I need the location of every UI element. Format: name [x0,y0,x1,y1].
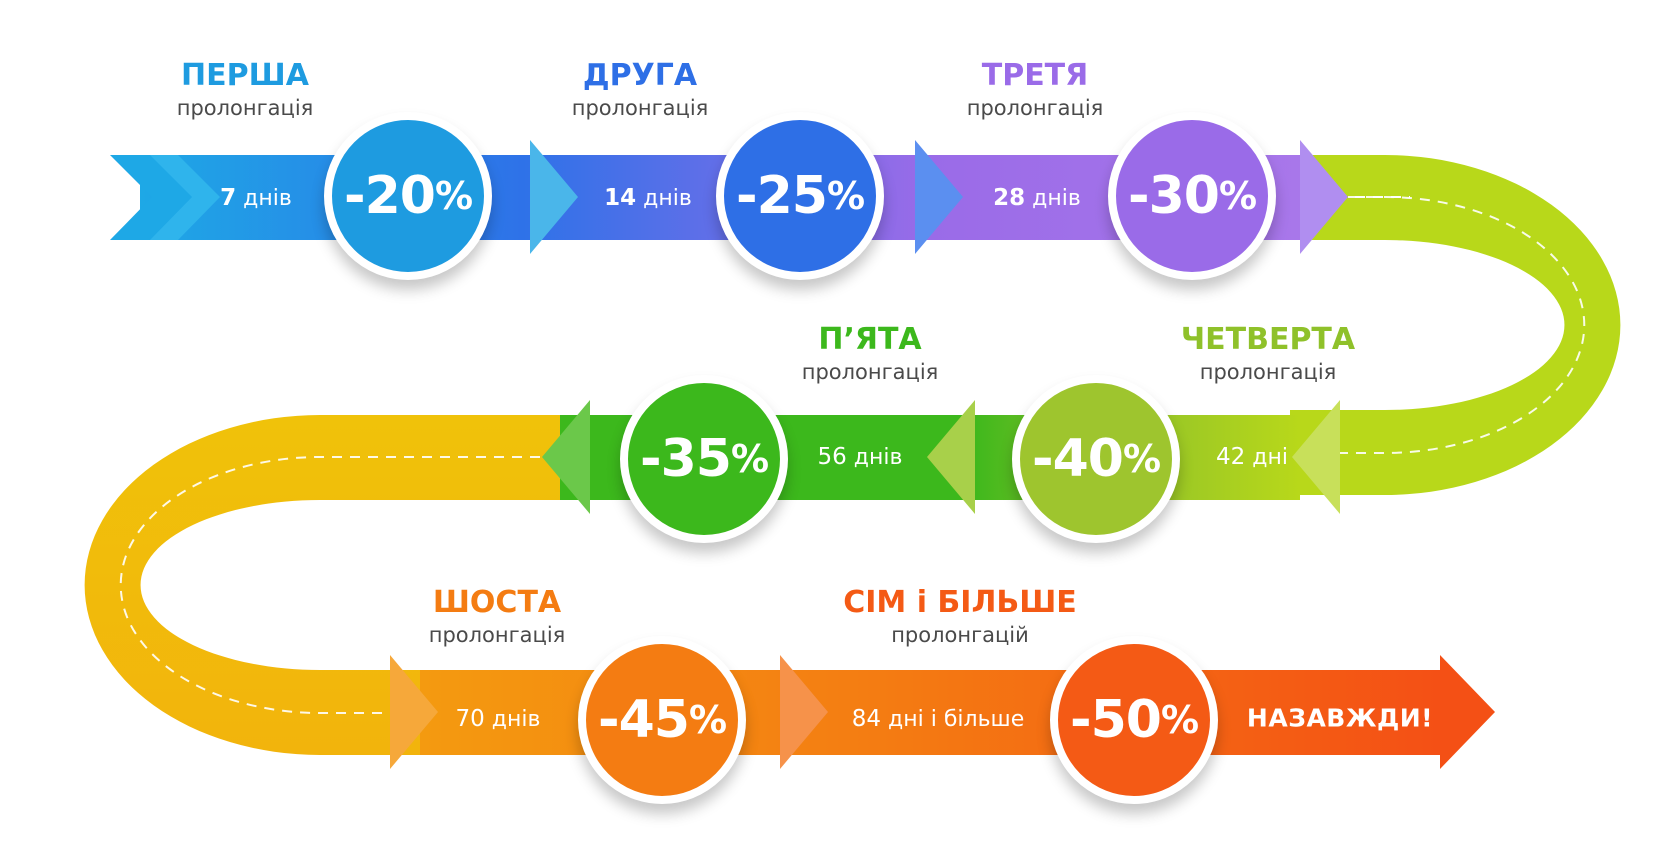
step-5-days: 56 днів [818,444,903,470]
step-title: ТРЕТЯ [981,58,1089,93]
discount-number: -50 [1069,690,1162,750]
step-7-days: 84 дні і більше [852,706,1024,732]
days-number: 7 [220,185,237,211]
percent-sign: % [1218,174,1257,218]
step-1-days: 7 днів [220,185,292,211]
percent-sign: % [1160,698,1199,742]
percent-sign: % [688,698,727,742]
days-unit: днів [243,186,292,211]
step-6-label: ШОСТА пролонгація [429,585,566,649]
percent-sign: % [1122,437,1161,481]
days-unit: днів [1032,186,1081,211]
step-5-label: П’ЯТА пролонгація [802,322,939,386]
step-title: СІМ і БІЛЬШЕ [843,585,1077,620]
step-4-days: 42 дні [1216,444,1288,470]
step-title: П’ЯТА [818,322,922,357]
step-3-discount-circle: -30% [1108,112,1276,280]
step-title: ЧЕТВЕРТА [1180,322,1356,357]
step-subtitle: пролонгація [966,96,1104,120]
step-title: ПЕРША [181,58,309,93]
days-number: 28 [993,185,1026,211]
step-4-discount-circle: -40% [1012,375,1180,543]
step-1-label: ПЕРША пролонгація [177,58,314,122]
step-3-label: ТРЕТЯ пролонгація [967,58,1104,122]
step-3-days: 28 днів [993,185,1081,211]
discount-number: -40 [1031,429,1124,489]
discount-number: -20 [343,166,436,226]
days-unit: днів [491,707,541,732]
step-7-discount-circle: -50% [1050,636,1218,804]
days-number: 70 [455,706,485,732]
percent-sign: % [730,437,769,481]
step-title: ДРУГА [582,58,698,93]
step-subtitle: пролонгацій [891,623,1029,647]
days-number: 56 [817,444,847,470]
days-unit: дні і більше [888,707,1025,732]
step-1-discount-circle: -20% [324,112,492,280]
days-number: 14 [604,185,637,211]
step-2-label: ДРУГА пролонгація [572,58,709,122]
step-subtitle: пролонгація [176,96,314,120]
days-unit: дні [1252,445,1288,470]
percent-sign: % [826,174,865,218]
step-6-discount-circle: -45% [578,636,746,804]
step-4-label: ЧЕТВЕРТА пролонгація [1181,322,1355,386]
step-7-label: СІМ і БІЛЬШЕ пролонгацій [843,585,1077,649]
step-2-days: 14 днів [604,185,692,211]
forever-label: НАЗАВЖДИ! [1246,703,1434,733]
step-subtitle: пролонгація [571,96,709,120]
discount-number: -35 [639,429,732,489]
percent-sign: % [434,174,473,218]
step-subtitle: пролонгація [1199,360,1337,384]
days-unit: днів [643,186,692,211]
discount-number: -45 [597,690,690,750]
step-5-discount-circle: -35% [620,375,788,543]
step-2-discount-circle: -25% [716,112,884,280]
days-number: 84 [851,706,882,732]
step-subtitle: пролонгація [428,623,566,647]
discount-number: -30 [1127,166,1220,226]
days-unit: днів [853,445,903,470]
step-subtitle: пролонгація [801,360,939,384]
step-6-days: 70 днів [456,706,541,732]
discount-number: -25 [735,166,828,226]
step-title: ШОСТА [432,585,562,620]
days-number: 42 [1216,444,1246,470]
